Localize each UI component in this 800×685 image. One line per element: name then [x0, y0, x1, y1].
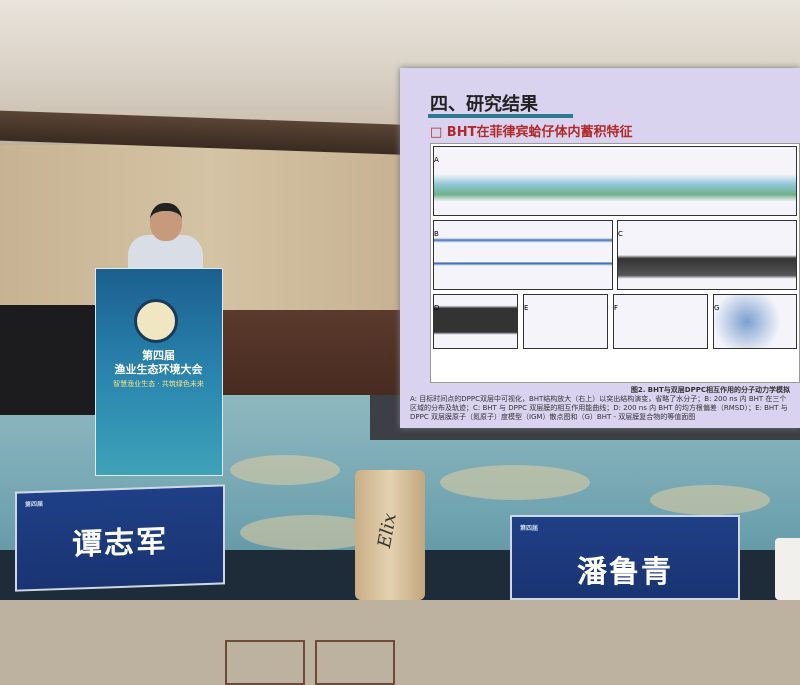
panel-c-plot: C [617, 220, 797, 290]
cup-logo: Elix [374, 511, 401, 550]
card-org: 第四届 [520, 525, 539, 532]
slide-subtitle: □ BHT在菲律宾蛤仔体内蓄积特征 [430, 125, 633, 140]
name-card-text: 潘鲁青 [577, 555, 673, 590]
panel-b-plot: B [433, 220, 613, 290]
name-card-text: 谭志军 [72, 524, 168, 563]
figure-caption-block: 图2. BHT与双层DPPC相互作用的分子动力学模拟 A: 目标时间点的DPPC… [410, 386, 790, 422]
paper-cup: Elix [355, 470, 425, 600]
panel-g-plot: G [713, 294, 797, 349]
wood-panel [315, 640, 395, 685]
av-equipment [0, 305, 95, 415]
projection-screen: 四、研究结果 □ BHT在菲律宾蛤仔体内蓄积特征 A B C D E F G 图… [400, 68, 800, 428]
panel-label: C [618, 230, 623, 238]
panel-d-plot: D [433, 294, 518, 349]
podium-conference-name: 渔业生态环境大会 [114, 363, 203, 376]
figure-caption: 图2. BHT与双层DPPC相互作用的分子动力学模拟 [630, 386, 790, 394]
panel-a-plot: A [433, 146, 797, 216]
podium: 第四届 渔业生态环境大会 智慧渔业生态 · 共筑绿色未来 [95, 268, 223, 476]
podium-slogan: 智慧渔业生态 · 共筑绿色未来 [113, 380, 204, 388]
mug [775, 538, 800, 600]
title-underline [428, 114, 573, 118]
carpet-pattern [440, 465, 590, 500]
panel-label: A [434, 156, 439, 164]
panel-label: B [434, 230, 439, 238]
name-card: 第四届 潘鲁青 [510, 515, 740, 600]
figure: A B C D E F G [430, 143, 800, 383]
slide-title: 四、研究结果 [430, 94, 538, 115]
panel-e-plot: E [523, 294, 608, 349]
panel-label: G [714, 304, 720, 312]
speaker-head [150, 203, 182, 241]
card-org: 第四届 [25, 500, 44, 509]
name-card: 第四届 谭志军 [15, 484, 225, 592]
panel-f-plot: F [613, 294, 708, 349]
carpet-pattern [230, 455, 340, 485]
podium-edition: 第四届 [142, 349, 175, 362]
panel-label: E [524, 304, 529, 312]
caption-text: A: 目标时间点的DPPC双层中可视化，BHT结构放大（右上）以突出结构演变，省… [410, 395, 788, 422]
panel-label: F [614, 304, 619, 312]
carpet-pattern [650, 485, 770, 515]
panel-label: D [434, 304, 440, 312]
wood-panel [225, 640, 305, 685]
conference-logo [134, 299, 178, 343]
